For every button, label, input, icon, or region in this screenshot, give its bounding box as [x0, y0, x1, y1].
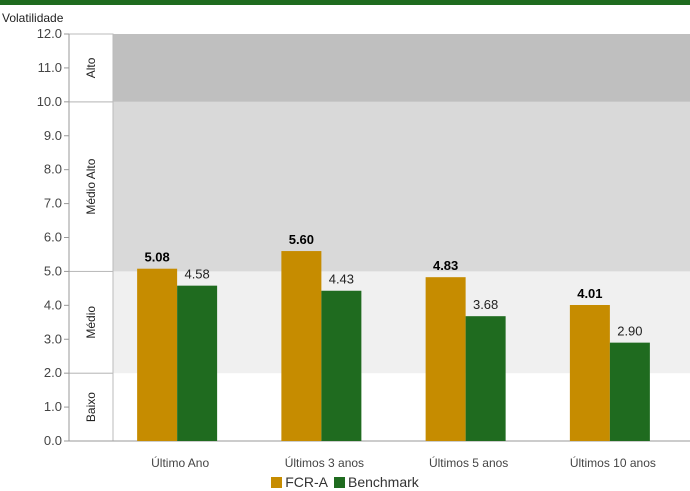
value-label-benchmark: 3.68 [473, 297, 498, 312]
band-box-baixo [68, 372, 114, 442]
legend: FCR-A Benchmark [0, 473, 690, 491]
legend-item-benchmark: Benchmark [333, 474, 419, 490]
top-accent-bar [0, 0, 690, 5]
y-tick-label: 5.0 [44, 263, 62, 278]
x-tick-label: Últimos 5 anos [429, 455, 508, 470]
legend-swatch-fcr-a [271, 476, 283, 488]
y-tick-label: 11.0 [38, 60, 62, 75]
y-tick-label: 7.0 [44, 196, 62, 211]
band-label-baixo: Baixo [84, 392, 98, 422]
band-label-alto: Alto [84, 57, 98, 78]
band-box-m-dio [68, 270, 114, 374]
y-tick-label: 6.0 [44, 230, 62, 245]
bar-fcr-a [425, 277, 466, 441]
legend-swatch-benchmark [333, 476, 345, 488]
bar-benchmark [465, 316, 506, 441]
value-label-fcr-a: 4.83 [433, 258, 458, 273]
y-tick-label: 10.0 [37, 94, 62, 109]
legend-item-fcr-a: FCR-A [271, 474, 328, 490]
bar-fcr-a [569, 304, 610, 441]
legend-label-benchmark: Benchmark [347, 474, 419, 490]
bar-fcr-a [137, 268, 178, 441]
x-tick-label: Últimos 10 anos [570, 455, 656, 470]
x-tick-label: Últimos 3 anos [285, 455, 364, 470]
bar-benchmark [177, 285, 218, 441]
y-tick-label: 0.0 [44, 433, 62, 448]
value-label-benchmark: 4.43 [329, 272, 354, 287]
band-label-m-dio: Médio [84, 306, 98, 339]
band-label-m-dio-alto: Médio Alto [84, 158, 98, 214]
bar-fcr-a [281, 251, 322, 441]
y-tick-label: 1.0 [44, 399, 62, 414]
value-label-benchmark: 4.58 [184, 267, 209, 282]
value-label-fcr-a: 5.08 [144, 250, 169, 265]
legend-label-fcr-a: FCR-A [285, 474, 328, 490]
y-tick-label: 8.0 [44, 162, 62, 177]
y-axis-title: Volatilidade [2, 11, 64, 25]
y-tick-label: 9.0 [44, 128, 62, 143]
y-tick-label: 3.0 [44, 331, 62, 346]
bars-layer: 5.08 4.58 5.60 4.43 4.83 3.68 4.01 2.90 [137, 232, 650, 441]
value-label-fcr-a: 4.01 [577, 286, 602, 301]
volatility-chart: Volatilidade Baixo Médio Médio Alto Alto 0.… [2, 11, 690, 470]
y-tick-label: 2.0 [44, 365, 62, 380]
bar-benchmark [321, 290, 362, 441]
x-tick-label: Último Ano [151, 455, 209, 470]
value-label-benchmark: 2.90 [617, 324, 642, 339]
band-alto [113, 34, 690, 102]
y-tick-label: 12.0 [37, 26, 62, 41]
x-axis: Último Ano Últimos 3 anos Últimos 5 anos Úl… [151, 455, 656, 470]
value-label-fcr-a: 5.60 [289, 232, 314, 247]
y-tick-label: 4.0 [44, 297, 62, 312]
bar-benchmark [609, 342, 650, 441]
band-m-dio-alto [113, 101, 690, 272]
